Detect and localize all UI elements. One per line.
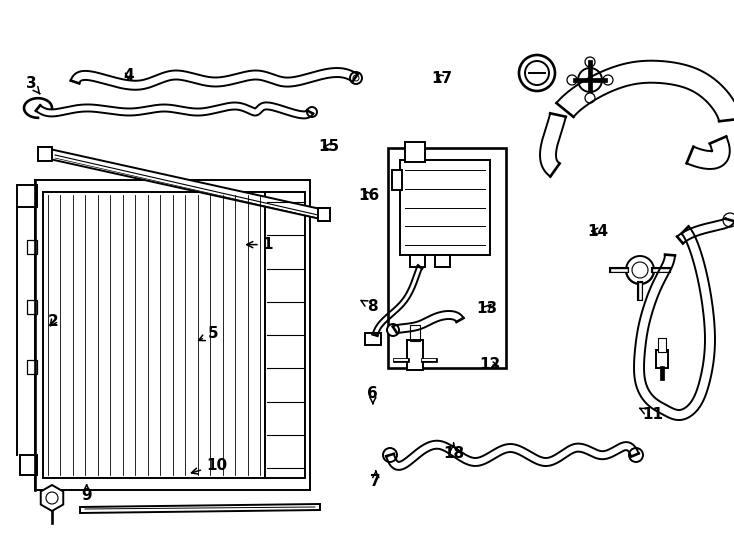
Bar	[27, 360, 37, 374]
Text: 8: 8	[361, 299, 377, 314]
Bar	[365, 333, 381, 345]
Text: 15: 15	[319, 139, 339, 154]
Bar	[17, 185, 37, 207]
Bar	[410, 255, 425, 267]
Bar	[20, 455, 37, 475]
Circle shape	[626, 256, 654, 284]
Text: 12: 12	[480, 357, 501, 372]
Circle shape	[585, 93, 595, 103]
Bar	[656, 350, 668, 368]
Text: 7: 7	[371, 471, 381, 489]
Text: 18: 18	[443, 443, 464, 461]
Bar	[435, 255, 450, 267]
Circle shape	[578, 68, 602, 92]
Circle shape	[723, 213, 734, 227]
Text: 4: 4	[123, 68, 134, 83]
Bar	[407, 340, 423, 370]
Polygon shape	[41, 485, 63, 511]
Polygon shape	[80, 504, 320, 513]
Bar	[400, 160, 490, 255]
Bar	[318, 208, 330, 221]
Circle shape	[632, 262, 648, 278]
Text: 2: 2	[48, 314, 59, 329]
Circle shape	[629, 448, 643, 462]
Circle shape	[387, 324, 399, 336]
Circle shape	[525, 61, 549, 85]
Circle shape	[46, 492, 58, 504]
Text: 3: 3	[26, 76, 40, 94]
Circle shape	[350, 72, 362, 84]
Bar	[405, 142, 425, 162]
Bar	[265, 192, 305, 478]
Text: 1: 1	[247, 237, 273, 252]
Bar	[410, 325, 420, 341]
Circle shape	[353, 75, 359, 81]
Bar	[27, 240, 37, 254]
Text: 13: 13	[476, 301, 497, 316]
Circle shape	[567, 75, 577, 85]
Bar	[388, 148, 506, 368]
Circle shape	[383, 448, 397, 462]
Text: 11: 11	[639, 407, 664, 422]
Text: 10: 10	[192, 458, 227, 474]
Polygon shape	[45, 148, 325, 220]
Circle shape	[519, 55, 555, 91]
Text: 9: 9	[81, 485, 92, 503]
Text: 17: 17	[432, 71, 452, 86]
Circle shape	[307, 107, 317, 117]
Bar	[43, 192, 265, 478]
Circle shape	[603, 75, 613, 85]
Bar	[27, 300, 37, 314]
Bar	[392, 170, 402, 190]
Bar	[38, 147, 52, 161]
Text: 14: 14	[588, 224, 608, 239]
Bar	[658, 338, 666, 352]
Text: 16: 16	[358, 188, 379, 203]
Text: 6: 6	[368, 386, 378, 404]
Bar	[35, 180, 310, 490]
Circle shape	[585, 57, 595, 67]
Text: 5: 5	[199, 326, 218, 341]
